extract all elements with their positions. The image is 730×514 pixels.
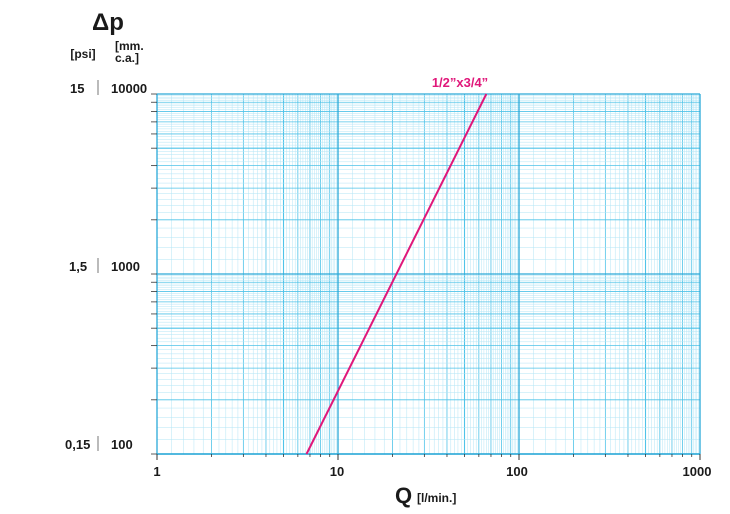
y-axis-unit-mm: [mm. <box>115 39 144 53</box>
y-axis-unit-ca: c.a.] <box>115 51 139 65</box>
x-axis-title: Q <box>395 483 412 508</box>
x-tick-1: 1 <box>153 464 160 479</box>
x-tick-1000: 1000 <box>683 464 712 479</box>
chart-grid <box>156 93 701 455</box>
y-tick-mm-1000: 1000 <box>111 259 140 274</box>
y-axis-title: Δp <box>92 9 124 36</box>
x-tick-10: 10 <box>330 464 344 479</box>
series-label: 1/2”x3/4” <box>432 75 488 90</box>
y-tick-mm-10000: 10000 <box>111 81 147 96</box>
series-line-0 <box>305 93 488 455</box>
series-group <box>305 93 488 455</box>
y-tick-psi-0-15: 0,15 <box>65 437 90 452</box>
y-tick-psi-15: 15 <box>70 81 84 96</box>
chart-axes <box>151 93 701 460</box>
y-tick-psi-1-5: 1,5 <box>69 259 87 274</box>
x-tick-100: 100 <box>506 464 528 479</box>
y-tick-mm-100: 100 <box>111 437 133 452</box>
x-axis-unit: [l/min.] <box>417 491 456 505</box>
y-axis-unit-psi: [psi] <box>70 47 95 61</box>
